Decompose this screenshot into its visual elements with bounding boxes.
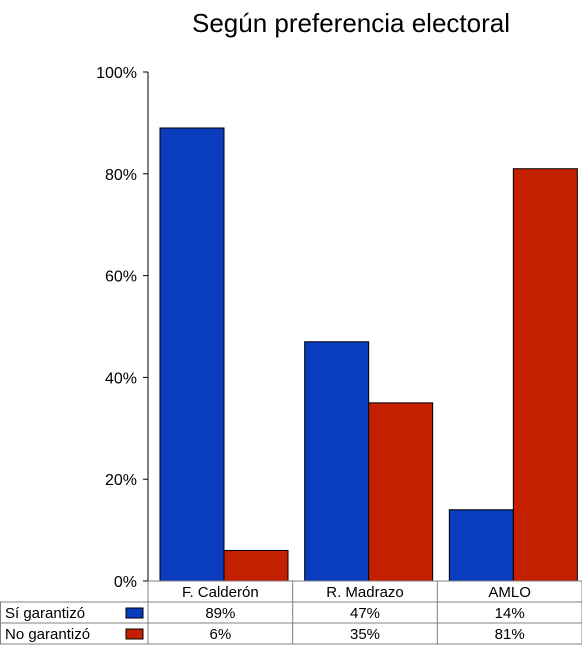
bar-no-1 (368, 402, 434, 582)
y-axis: 0% 20% 40% 60% 80% 100% (96, 65, 148, 591)
data-label: 14% (495, 605, 525, 622)
bar-si-0 (159, 127, 225, 582)
y-tick-label: 0% (114, 574, 137, 591)
legend-swatch (125, 628, 144, 640)
y-tick-label: 100% (96, 65, 137, 82)
chart-title: Según preferencia electoral (192, 8, 510, 38)
axes (147, 72, 149, 581)
legend-entry-label: Sí garantizó (5, 605, 85, 622)
y-tick-label: 60% (105, 269, 137, 286)
y-tick-label: 40% (105, 370, 137, 387)
data-label: 89% (205, 605, 235, 622)
bar-si-1 (304, 341, 370, 582)
data-label: 6% (209, 626, 231, 643)
bars-group (159, 127, 578, 582)
category-label: F. Calderón (182, 584, 259, 601)
y-tick-label: 20% (105, 472, 137, 489)
legend-swatch (125, 607, 144, 619)
data-table: F. Calderón R. Madrazo AMLO Sí garantizó 89%… (0, 580, 582, 645)
legend-entry-label: No garantizó (5, 626, 90, 643)
category-label: AMLO (488, 584, 531, 601)
y-tick-label: 80% (105, 167, 137, 184)
bar-no-2 (512, 168, 578, 582)
bar-no-0 (223, 549, 289, 582)
data-label: 47% (350, 605, 380, 622)
category-label: R. Madrazo (326, 584, 404, 601)
data-label: 35% (350, 626, 380, 643)
data-label: 81% (495, 626, 525, 643)
bar-si-2 (448, 509, 514, 582)
